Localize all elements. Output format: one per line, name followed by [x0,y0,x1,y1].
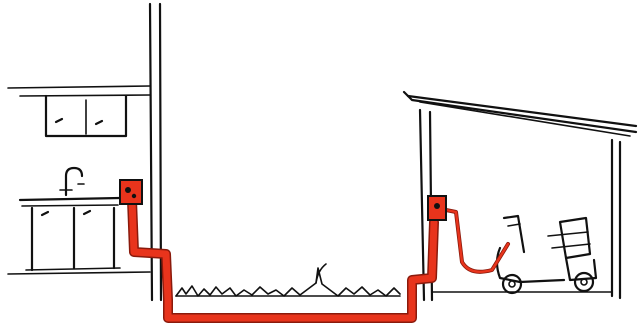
underground-cable [127,195,510,323]
kitchen [7,85,151,275]
grass [175,263,401,297]
lower-cabinets [25,206,121,272]
upper-cabinets [44,94,128,138]
mobility-scooter-icon [495,214,598,295]
power-outlet-icon [119,179,143,205]
sink-faucet-icon [59,166,85,197]
power-outlet-icon [427,195,447,221]
shed [402,90,638,302]
